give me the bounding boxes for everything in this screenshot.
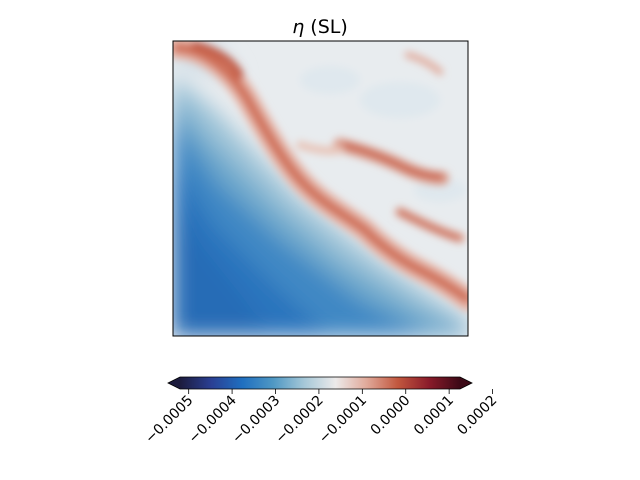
colorbar-tick-label: 0.0002 — [454, 393, 500, 439]
colorbar-outline — [167, 376, 473, 390]
colorbar: −0.0005−0.0004−0.0003−0.0002−0.00010.000… — [142, 376, 500, 447]
plot-frame — [172, 40, 469, 337]
colorbar-extend-high — [460, 377, 472, 389]
colorbar-tick-label: 0.0001 — [411, 393, 457, 439]
colorbar-tick-label: −0.0001 — [316, 393, 370, 447]
heatmap-field — [173, 41, 468, 336]
colorbar-ticks: −0.0005−0.0004−0.0003−0.0002−0.00010.000… — [142, 389, 500, 447]
chart-title: η (SL) — [292, 16, 348, 38]
colorbar-body — [180, 377, 460, 389]
colorbar-extend-low — [168, 377, 180, 389]
colorbar-tick-label: 0.0000 — [368, 393, 414, 439]
